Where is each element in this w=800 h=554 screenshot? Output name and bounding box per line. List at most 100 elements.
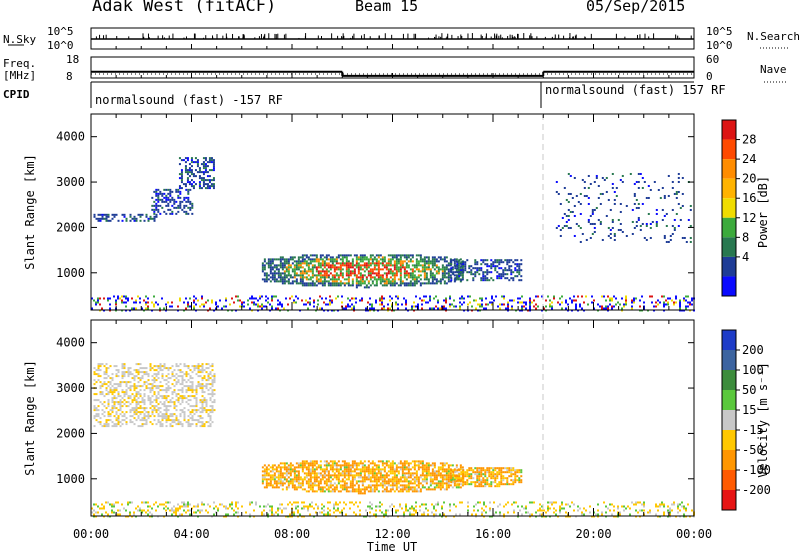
range-cell — [327, 258, 330, 261]
range-cell — [329, 464, 332, 467]
range-cell — [403, 486, 406, 489]
range-cell — [325, 464, 328, 467]
range-cell — [299, 266, 302, 269]
range-cell — [221, 307, 223, 310]
range-cell — [165, 196, 168, 199]
range-cell — [353, 478, 356, 481]
range-cell — [387, 262, 390, 265]
range-cell — [113, 415, 116, 418]
range-cell — [371, 466, 374, 469]
range-cell — [411, 282, 414, 285]
range-cell — [289, 276, 292, 279]
range-cell — [167, 369, 170, 372]
range-cell — [425, 482, 428, 485]
range-cell — [261, 470, 264, 473]
range-cell — [157, 373, 160, 376]
range-cell — [203, 401, 206, 404]
range-cell — [379, 484, 382, 487]
range-cell — [675, 212, 678, 215]
range-cell — [321, 307, 323, 310]
range-cell — [245, 511, 247, 514]
range-cell — [347, 270, 350, 273]
range-cell — [517, 297, 519, 300]
range-cell — [183, 419, 186, 422]
range-cell — [321, 268, 324, 271]
range-cell — [197, 363, 200, 366]
range-cell — [157, 413, 160, 416]
range-cell — [287, 258, 290, 261]
range-cell — [389, 490, 392, 493]
range-cell — [279, 507, 281, 510]
range-cell — [667, 303, 669, 306]
range-cell — [181, 395, 184, 398]
range-cell — [323, 280, 326, 283]
range-cell — [611, 299, 613, 302]
range-cell — [103, 297, 105, 300]
range-cell — [375, 258, 378, 261]
range-cell — [459, 464, 462, 467]
range-cell — [655, 222, 658, 225]
range-cell — [421, 303, 423, 306]
range-cell — [341, 472, 344, 475]
range-cell — [359, 258, 362, 261]
range-cell — [143, 373, 146, 376]
range-cell — [357, 258, 360, 261]
range-cell — [117, 375, 120, 378]
range-cell — [163, 401, 166, 404]
range-cell — [263, 272, 266, 275]
range-cell — [97, 297, 99, 300]
range-cell — [607, 198, 610, 201]
range-cell — [323, 274, 326, 277]
range-cell — [468, 477, 471, 480]
range-cell — [105, 501, 107, 504]
range-cell — [461, 466, 464, 469]
range-cell — [307, 468, 310, 471]
range-cell — [423, 260, 426, 263]
range-cell — [187, 501, 189, 504]
range-cell — [455, 470, 458, 473]
range-cell — [165, 397, 168, 400]
range-cell — [391, 256, 394, 259]
range-cell — [405, 266, 408, 269]
range-cell — [486, 483, 489, 486]
range-cell — [431, 266, 434, 269]
range-cell — [407, 482, 410, 485]
range-cell — [206, 165, 209, 168]
range-cell — [299, 280, 302, 283]
range-cell — [357, 264, 360, 267]
range-cell — [377, 278, 380, 281]
range-cell — [339, 266, 342, 269]
range-cell — [137, 363, 140, 366]
range-cell — [283, 476, 286, 479]
range-cell — [639, 305, 641, 308]
range-cell — [379, 280, 382, 283]
range-cell — [453, 274, 456, 277]
range-cell — [529, 307, 531, 310]
range-cell — [139, 425, 142, 428]
range-cell — [155, 387, 158, 390]
range-cell — [563, 186, 566, 189]
range-cell — [665, 224, 668, 227]
range-cell — [277, 486, 280, 489]
range-cell — [329, 474, 332, 477]
range-cell — [267, 258, 270, 261]
range-cell — [173, 413, 176, 416]
range-cell — [103, 371, 106, 374]
range-cell — [202, 173, 205, 176]
range-cell — [307, 278, 310, 281]
range-cell — [301, 460, 304, 463]
range-cell — [165, 375, 168, 378]
range-cell — [498, 485, 501, 488]
range-cell — [468, 475, 471, 478]
range-cell — [269, 509, 271, 512]
range-cell — [619, 222, 622, 225]
range-cell — [491, 295, 493, 298]
range-cell — [153, 409, 156, 412]
range-cell — [141, 371, 144, 374]
range-cell — [93, 371, 96, 374]
nsky-tick-bottom: 10^0 — [47, 39, 74, 52]
range-cell — [155, 198, 158, 201]
range-cell — [391, 460, 394, 463]
station-title: Adak West (fitACF) — [92, 0, 277, 16]
range-cell — [195, 303, 197, 306]
